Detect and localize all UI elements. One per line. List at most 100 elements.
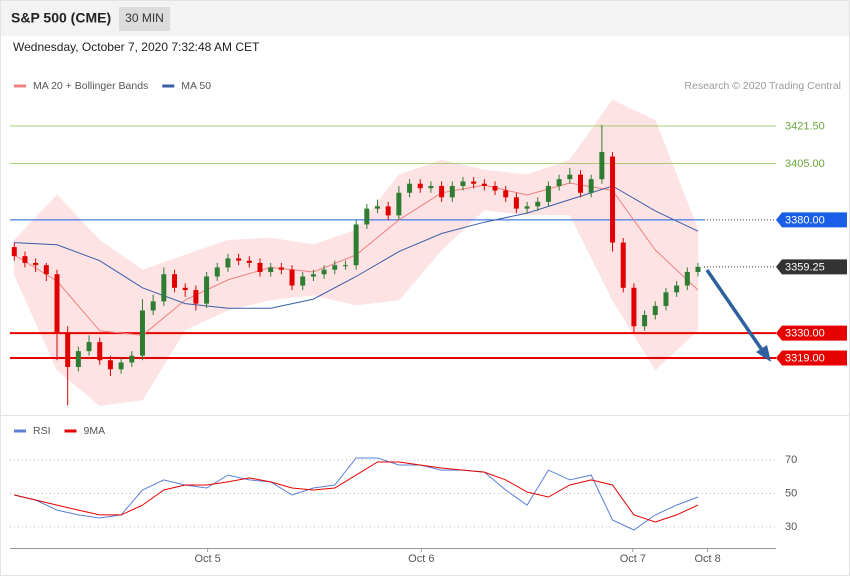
legend-label: MA 20 + Bollinger Bands	[33, 80, 148, 92]
x-tick-label: Oct 6	[408, 553, 434, 565]
candle-body	[86, 342, 92, 352]
candle-body	[599, 152, 605, 180]
candle-body	[375, 206, 381, 209]
level-tag	[776, 325, 847, 341]
legend-label: MA 50	[181, 80, 211, 92]
level-tag	[776, 212, 847, 228]
candle-body	[65, 333, 71, 368]
candle-body	[225, 258, 231, 268]
candle-body	[97, 342, 103, 361]
legend-label: RSI	[33, 425, 51, 437]
candle-body	[631, 287, 637, 327]
level-label: 3330.00	[785, 327, 825, 339]
candle-body	[567, 174, 573, 180]
candle-body	[460, 181, 466, 186]
level-label: 3380.00	[785, 214, 825, 226]
candle-body	[364, 208, 370, 225]
candle-body	[439, 185, 445, 198]
price-panel: MA 20 + Bollinger Bands MA 50 3421.50 3405.…	[10, 80, 847, 407]
candle-body	[642, 314, 648, 327]
candle-body	[139, 310, 145, 356]
candle-body	[471, 181, 477, 184]
candle-body	[22, 256, 28, 263]
candle-body	[684, 271, 690, 286]
credit: Research © 2020 Trading Central	[684, 80, 841, 92]
candle-body	[246, 260, 252, 263]
candle-body	[556, 179, 562, 186]
candle-body	[182, 287, 188, 291]
candle-body	[524, 206, 530, 209]
candle-body	[428, 185, 434, 189]
x-tick-label: Oct 7	[620, 553, 646, 565]
rsi-panel: RSI 9MA 70 50 30 Oct 5 Oct 6 Oct 7 Oct 8	[10, 425, 797, 565]
candle-body	[481, 183, 487, 186]
candle-body	[257, 262, 263, 272]
candle-body	[54, 274, 60, 334]
interval-box[interactable]	[119, 7, 170, 31]
candle-body	[11, 247, 17, 257]
candle-body	[161, 274, 167, 302]
candle-body	[407, 183, 413, 193]
candle-body	[310, 274, 316, 277]
arrow-shaft	[705, 269, 764, 351]
candle-body	[385, 206, 391, 216]
date-time: Wednesday, October 7, 2020 7:32:48 AM CE…	[13, 40, 260, 54]
level-label: 3319.00	[785, 352, 825, 364]
level-label: 3405.00	[785, 158, 825, 170]
arrow-head	[756, 345, 771, 362]
candle-body	[33, 262, 39, 266]
chart-title: S&P 500 (CME)	[11, 10, 111, 26]
level-tag	[776, 350, 847, 366]
candle-body	[610, 156, 616, 243]
candle-body	[353, 224, 359, 266]
indicator-line	[14, 185, 699, 309]
x-tick-label: Oct 8	[694, 553, 720, 565]
candle-body	[300, 276, 306, 286]
indicator-line	[14, 461, 699, 523]
candle-body	[535, 201, 541, 207]
candle-body	[289, 269, 295, 286]
candle-body	[449, 185, 455, 198]
level-tag	[776, 259, 847, 275]
indicator-line	[14, 457, 699, 531]
candle-body	[172, 274, 178, 288]
candle-body	[513, 197, 519, 209]
candle-body	[236, 258, 242, 261]
candle-body	[652, 305, 658, 315]
candle-body	[342, 265, 348, 267]
y-tick-label: 50	[785, 487, 797, 499]
interval[interactable]: 30 MIN	[125, 11, 164, 25]
y-tick-label: 70	[785, 454, 797, 466]
candle-body	[204, 276, 210, 304]
candle-body	[620, 242, 626, 288]
candle-body	[43, 265, 49, 275]
x-tick-label: Oct 5	[194, 553, 220, 565]
candle-body	[492, 185, 498, 191]
level-label: 3359.25	[785, 261, 825, 273]
candle-body	[75, 351, 81, 368]
candle-body	[107, 360, 113, 370]
candle-body	[214, 267, 220, 277]
candle-body	[674, 285, 680, 293]
candle-body	[417, 183, 423, 189]
candle-body	[332, 265, 338, 270]
candle-body	[268, 267, 274, 272]
candle-body	[545, 185, 551, 202]
candle-body	[150, 301, 156, 311]
candle-body	[193, 290, 199, 304]
candle-body	[663, 292, 669, 306]
candle-body	[129, 355, 135, 363]
legend-label: 9MA	[84, 425, 106, 437]
candle-body	[695, 266, 701, 272]
candle-body	[278, 267, 284, 270]
candle-body	[503, 190, 509, 198]
candle-body	[577, 174, 583, 193]
candle-body	[588, 179, 594, 193]
candle-body	[321, 269, 327, 275]
candle-body	[396, 192, 402, 216]
level-label: 3421.50	[785, 120, 825, 132]
y-tick-label: 30	[785, 521, 797, 533]
forecast-arrow	[705, 269, 771, 362]
candle-body	[118, 362, 124, 370]
